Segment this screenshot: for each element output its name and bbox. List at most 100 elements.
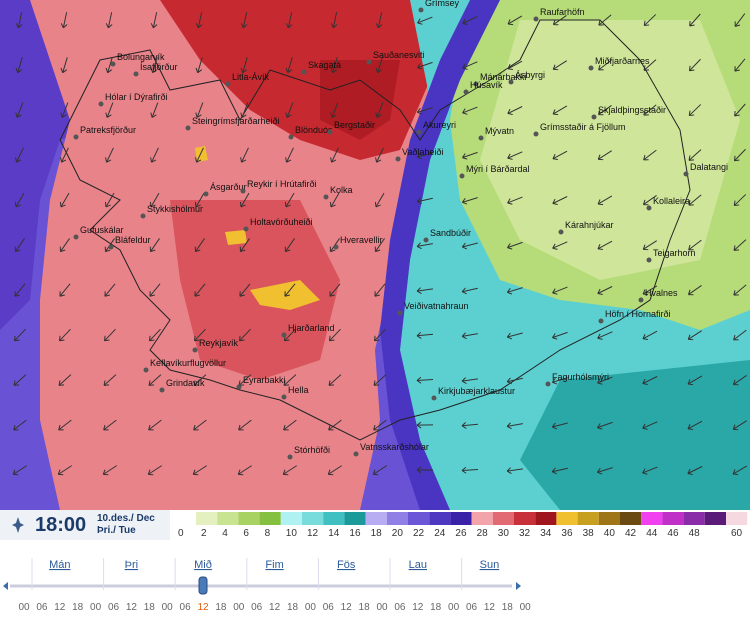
- clock: 18:00: [35, 514, 86, 536]
- hour-label[interactable]: 12: [412, 602, 424, 613]
- hour-label[interactable]: 06: [323, 602, 335, 613]
- place-label: Kárahnjúkar: [565, 220, 614, 230]
- hour-label[interactable]: 12: [341, 602, 353, 613]
- hour-label[interactable]: 06: [251, 602, 263, 613]
- hour-label[interactable]: 00: [162, 602, 174, 613]
- place-dot: [417, 130, 422, 135]
- day-label[interactable]: Sun: [480, 559, 500, 571]
- place-label: Grímsey: [425, 0, 460, 8]
- place-label: Reykjavík: [199, 338, 239, 348]
- place-label: Veiðivatnahraun: [404, 301, 469, 311]
- place-label: Reykir í Hrútafirði: [247, 179, 317, 189]
- hour-label[interactable]: 12: [484, 602, 496, 613]
- place-dot: [396, 157, 401, 162]
- hour-label[interactable]: 00: [520, 602, 532, 613]
- place-dot: [111, 62, 116, 67]
- place-dot: [559, 230, 564, 235]
- hour-label[interactable]: 00: [18, 602, 30, 613]
- place-dot: [419, 8, 424, 13]
- legend-swatch: [472, 512, 493, 525]
- hour-label[interactable]: 18: [359, 602, 371, 613]
- place-label: Litla-Ávík: [232, 72, 270, 82]
- legend-swatch: [238, 512, 259, 525]
- legend-label: 12: [307, 528, 319, 539]
- place-label: Mývatn: [485, 126, 514, 136]
- hour-label[interactable]: 06: [466, 602, 478, 613]
- place-label: Sauðanesviti: [373, 50, 425, 60]
- hour-label[interactable]: 00: [90, 602, 102, 613]
- hour-label[interactable]: 06: [180, 602, 192, 613]
- place-label: Raufarhöfn: [540, 7, 585, 17]
- legend-label: 32: [519, 528, 531, 539]
- legend-swatch: [281, 512, 302, 525]
- place-label: Ísafjörður: [140, 62, 178, 72]
- place-dot: [193, 348, 198, 353]
- hour-label[interactable]: 18: [430, 602, 442, 613]
- legend-label: 20: [392, 528, 404, 539]
- legend-swatch: [662, 512, 683, 525]
- hour-label[interactable]: 00: [376, 602, 388, 613]
- hour-label[interactable]: 00: [448, 602, 460, 613]
- hour-label[interactable]: 18: [215, 602, 227, 613]
- legend-label: 48: [689, 528, 701, 539]
- day-label[interactable]: Þri: [125, 559, 138, 571]
- legend-swatch: [641, 512, 662, 525]
- place-dot: [204, 192, 209, 197]
- hour-label[interactable]: 06: [108, 602, 120, 613]
- hour-label[interactable]: 00: [305, 602, 317, 613]
- hour-label[interactable]: 06: [394, 602, 406, 613]
- day-label[interactable]: Fim: [265, 559, 283, 571]
- legend-swatch: [323, 512, 344, 525]
- hour-label[interactable]: 06: [36, 602, 48, 613]
- time-slider-handle[interactable]: [199, 577, 207, 594]
- day-label[interactable]: Mán: [49, 559, 70, 571]
- place-label: Vaðlaheiði: [402, 147, 443, 157]
- place-dot: [534, 132, 539, 137]
- legend-label: 16: [349, 528, 361, 539]
- legend-label: 40: [604, 528, 616, 539]
- place-dot: [432, 396, 437, 401]
- place-dot: [288, 455, 293, 460]
- legend-swatch: [302, 512, 323, 525]
- hour-label[interactable]: 12: [197, 602, 209, 613]
- legend-swatch: [344, 512, 365, 525]
- place-dot: [599, 319, 604, 324]
- legend-label: 36: [561, 528, 573, 539]
- day-label[interactable]: Lau: [409, 559, 427, 571]
- place-label: Hvalnes: [645, 288, 678, 298]
- place-dot: [144, 368, 149, 373]
- place-label: Grindavík: [166, 378, 205, 388]
- place-label: Steingrímsfjarðarheiði: [192, 116, 280, 126]
- hour-label[interactable]: 18: [287, 602, 299, 613]
- hour-label[interactable]: 12: [126, 602, 138, 613]
- hour-label[interactable]: 00: [233, 602, 245, 613]
- day-label[interactable]: Mið: [194, 559, 212, 571]
- place-dot: [424, 238, 429, 243]
- place-dot: [109, 245, 114, 250]
- legend-label: 0: [178, 528, 184, 539]
- legend-label: 24: [434, 528, 446, 539]
- hour-label[interactable]: 18: [502, 602, 514, 613]
- hour-label[interactable]: 12: [269, 602, 281, 613]
- legend-swatch: [556, 512, 577, 525]
- place-label: Blönduós: [295, 125, 333, 135]
- legend-label: 18: [371, 528, 383, 539]
- hour-label[interactable]: 12: [54, 602, 66, 613]
- place-dot: [684, 172, 689, 177]
- legend-label: 2: [201, 528, 207, 539]
- place-dot: [244, 227, 249, 232]
- place-label: Mýri í Bárðardal: [466, 164, 530, 174]
- place-label: Ásbyrgi: [515, 70, 545, 80]
- legend-swatch: [387, 512, 408, 525]
- place-dot: [302, 70, 307, 75]
- place-dot: [74, 235, 79, 240]
- place-label: Eyrarbakki: [243, 375, 286, 385]
- legend-swatch: [217, 512, 238, 525]
- hour-label[interactable]: 18: [72, 602, 84, 613]
- legend-swatch: [684, 512, 705, 525]
- hour-label[interactable]: 18: [144, 602, 156, 613]
- day-label[interactable]: Fös: [337, 559, 356, 571]
- place-dot: [334, 245, 339, 250]
- legend-swatch: [196, 512, 217, 525]
